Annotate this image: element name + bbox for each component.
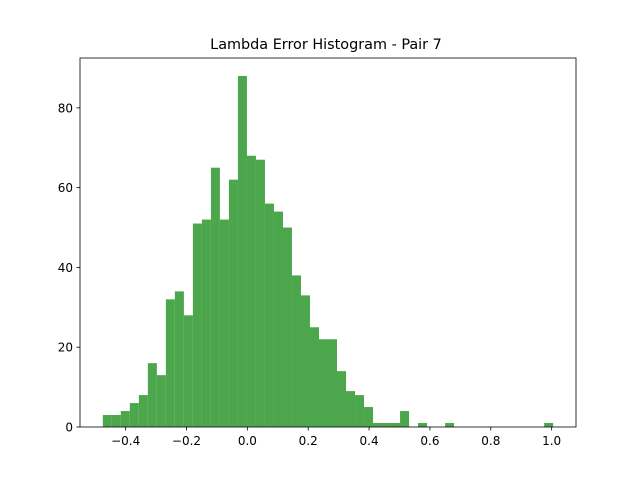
- histogram-bar: [445, 423, 455, 427]
- histogram-bar: [355, 395, 365, 427]
- histogram-bar: [418, 423, 428, 427]
- histogram-bar: [219, 219, 229, 427]
- histogram-bar: [382, 423, 392, 427]
- histogram-bar: [138, 395, 148, 427]
- histogram-bar: [228, 179, 238, 427]
- histogram-bar: [391, 423, 401, 427]
- histogram-bar: [400, 411, 410, 427]
- histogram-bar: [544, 423, 554, 427]
- histogram-bar: [364, 407, 374, 427]
- x-tick-label: 0.2: [299, 434, 318, 448]
- x-tick-label: 1.0: [542, 434, 561, 448]
- histogram-bar: [102, 415, 112, 427]
- chart-title: Lambda Error Histogram - Pair 7: [210, 37, 442, 53]
- x-tick-label: −0.2: [172, 434, 201, 448]
- x-tick-label: 0.4: [360, 434, 379, 448]
- histogram-bar: [147, 363, 157, 427]
- histogram-bar: [156, 375, 166, 427]
- histogram-bar: [282, 227, 292, 427]
- histogram-bar: [255, 159, 265, 428]
- histogram-bar: [129, 403, 139, 427]
- histogram-bar: [300, 295, 310, 427]
- histogram-bar: [318, 339, 328, 427]
- histogram-bar: [174, 291, 184, 427]
- histogram-bar: [192, 223, 202, 427]
- histogram-bar: [246, 155, 256, 427]
- histogram-bar: [210, 167, 220, 427]
- histogram-bar: [201, 219, 211, 427]
- x-tick-label: 0.8: [481, 434, 500, 448]
- plot-frame: [79, 57, 577, 428]
- y-tick-label: 20: [58, 341, 73, 355]
- x-tick-label: 0.6: [420, 434, 439, 448]
- y-tick-label: 80: [58, 101, 73, 115]
- y-tick-label: 60: [58, 181, 73, 195]
- histogram-bar: [111, 415, 121, 427]
- x-tick-label: 0.0: [238, 434, 257, 448]
- x-tick-label: −0.4: [111, 434, 140, 448]
- histogram-bar: [328, 339, 338, 427]
- y-tick-label: 0: [65, 421, 73, 435]
- histogram-bar: [337, 371, 347, 427]
- histogram-bar: [373, 423, 383, 427]
- histogram-bar: [273, 211, 283, 427]
- bars: [102, 75, 554, 428]
- histogram-bar: [309, 327, 319, 427]
- histogram-bar: [291, 275, 301, 427]
- histogram-bar: [237, 75, 247, 427]
- y-tick-label: 40: [58, 261, 73, 275]
- histogram-bar: [120, 411, 130, 427]
- histogram-bar: [346, 391, 356, 427]
- y-axis: 0 20 40 60 80: [58, 101, 80, 435]
- x-axis: −0.4 −0.2 0.0 0.2 0.4 0.6 0.8 1.0: [111, 427, 561, 448]
- histogram-bar: [165, 299, 175, 427]
- histogram-bar: [183, 315, 193, 427]
- histogram-bar: [264, 203, 274, 427]
